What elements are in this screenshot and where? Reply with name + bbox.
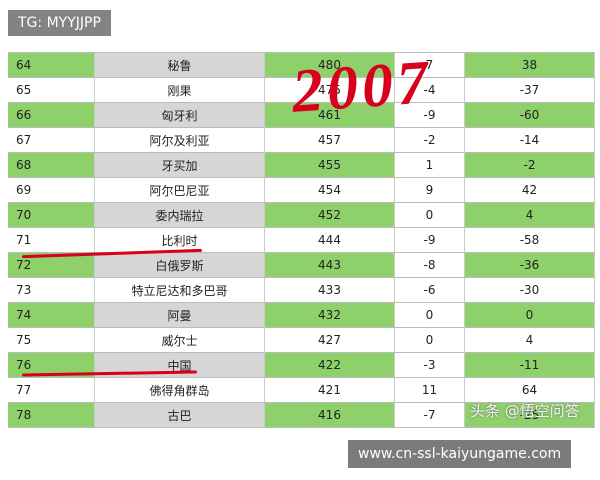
- change-cell: 0: [395, 328, 465, 352]
- rank-cell: 69: [8, 178, 95, 202]
- points-cell: 455: [265, 153, 395, 177]
- points-cell: 457: [265, 128, 395, 152]
- table-row: 73 特立尼达和多巴哥 433 -6 -30: [8, 278, 595, 303]
- points-change-cell: 0: [465, 303, 595, 327]
- table-row: 66 匈牙利 461 -9 -60: [8, 103, 595, 128]
- points-cell: 433: [265, 278, 395, 302]
- points-change-cell: -37: [465, 78, 595, 102]
- points-cell: 421: [265, 378, 395, 402]
- rank-cell: 68: [8, 153, 95, 177]
- points-change-cell: -11: [465, 353, 595, 377]
- points-change-cell: 4: [465, 203, 595, 227]
- country-cell: 委内瑞拉: [95, 203, 265, 227]
- change-cell: -6: [395, 278, 465, 302]
- table-row: 67 阿尔及利亚 457 -2 -14: [8, 128, 595, 153]
- table-row: 71 比利时 444 -9 -58: [8, 228, 595, 253]
- points-change-cell: -30: [465, 278, 595, 302]
- table-row: 72 白俄罗斯 443 -8 -36: [8, 253, 595, 278]
- change-cell: 9: [395, 178, 465, 202]
- points-cell: 422: [265, 353, 395, 377]
- change-cell: 0: [395, 303, 465, 327]
- points-cell: 452: [265, 203, 395, 227]
- rank-cell: 67: [8, 128, 95, 152]
- table-row: 70 委内瑞拉 452 0 4: [8, 203, 595, 228]
- rank-cell: 71: [8, 228, 95, 252]
- change-cell: -9: [395, 228, 465, 252]
- points-cell: 461: [265, 103, 395, 127]
- table-row: 64 秘鲁 480 7 38: [8, 53, 595, 78]
- points-cell: 475: [265, 78, 395, 102]
- tag-label: TG: MYYJJPP: [8, 10, 111, 36]
- change-cell: -3: [395, 353, 465, 377]
- rank-cell: 78: [8, 403, 95, 427]
- points-cell: 480: [265, 53, 395, 77]
- points-cell: 443: [265, 253, 395, 277]
- table-row: 69 阿尔巴尼亚 454 9 42: [8, 178, 595, 203]
- country-cell: 匈牙利: [95, 103, 265, 127]
- change-cell: -8: [395, 253, 465, 277]
- change-cell: -7: [395, 403, 465, 427]
- table-row: 68 牙买加 455 1 -2: [8, 153, 595, 178]
- points-change-cell: -14: [465, 128, 595, 152]
- table-row: 74 阿曼 432 0 0: [8, 303, 595, 328]
- table-row: 78 古巴 416 -7 -25: [8, 403, 595, 428]
- country-cell: 牙买加: [95, 153, 265, 177]
- points-cell: 444: [265, 228, 395, 252]
- rank-cell: 73: [8, 278, 95, 302]
- points-change-cell: 42: [465, 178, 595, 202]
- points-change-cell: 64: [465, 378, 595, 402]
- points-change-cell: -2: [465, 153, 595, 177]
- watermark: 头条 @悟空问答: [470, 402, 580, 420]
- country-cell: 阿曼: [95, 303, 265, 327]
- country-cell: 比利时: [95, 228, 265, 252]
- rank-cell: 74: [8, 303, 95, 327]
- country-cell: 秘鲁: [95, 53, 265, 77]
- country-cell: 威尔士: [95, 328, 265, 352]
- country-cell: 阿尔巴尼亚: [95, 178, 265, 202]
- points-change-cell: 4: [465, 328, 595, 352]
- change-cell: -2: [395, 128, 465, 152]
- points-cell: 416: [265, 403, 395, 427]
- points-change-cell: -60: [465, 103, 595, 127]
- rank-cell: 70: [8, 203, 95, 227]
- rank-cell: 64: [8, 53, 95, 77]
- country-cell: 白俄罗斯: [95, 253, 265, 277]
- change-cell: -9: [395, 103, 465, 127]
- country-cell: 刚果: [95, 78, 265, 102]
- change-cell: 11: [395, 378, 465, 402]
- points-change-cell: 38: [465, 53, 595, 77]
- table-row: 75 威尔士 427 0 4: [8, 328, 595, 353]
- rank-cell: 77: [8, 378, 95, 402]
- rank-cell: 75: [8, 328, 95, 352]
- country-cell: 佛得角群岛: [95, 378, 265, 402]
- points-cell: 454: [265, 178, 395, 202]
- country-cell: 阿尔及利亚: [95, 128, 265, 152]
- country-cell: 古巴: [95, 403, 265, 427]
- rank-cell: 66: [8, 103, 95, 127]
- points-cell: 432: [265, 303, 395, 327]
- change-cell: 1: [395, 153, 465, 177]
- points-change-cell: -58: [465, 228, 595, 252]
- table-row: 77 佛得角群岛 421 11 64: [8, 378, 595, 403]
- points-cell: 427: [265, 328, 395, 352]
- points-change-cell: -36: [465, 253, 595, 277]
- country-cell: 特立尼达和多巴哥: [95, 278, 265, 302]
- handwritten-year: 2007: [289, 48, 435, 126]
- change-cell: 7: [395, 53, 465, 77]
- rank-cell: 65: [8, 78, 95, 102]
- url-label: www.cn-ssl-kaiyungame.com: [348, 440, 572, 468]
- points-change-cell: -25: [465, 403, 595, 427]
- change-cell: 0: [395, 203, 465, 227]
- change-cell: -4: [395, 78, 465, 102]
- table-row: 65 刚果 475 -4 -37: [8, 78, 595, 103]
